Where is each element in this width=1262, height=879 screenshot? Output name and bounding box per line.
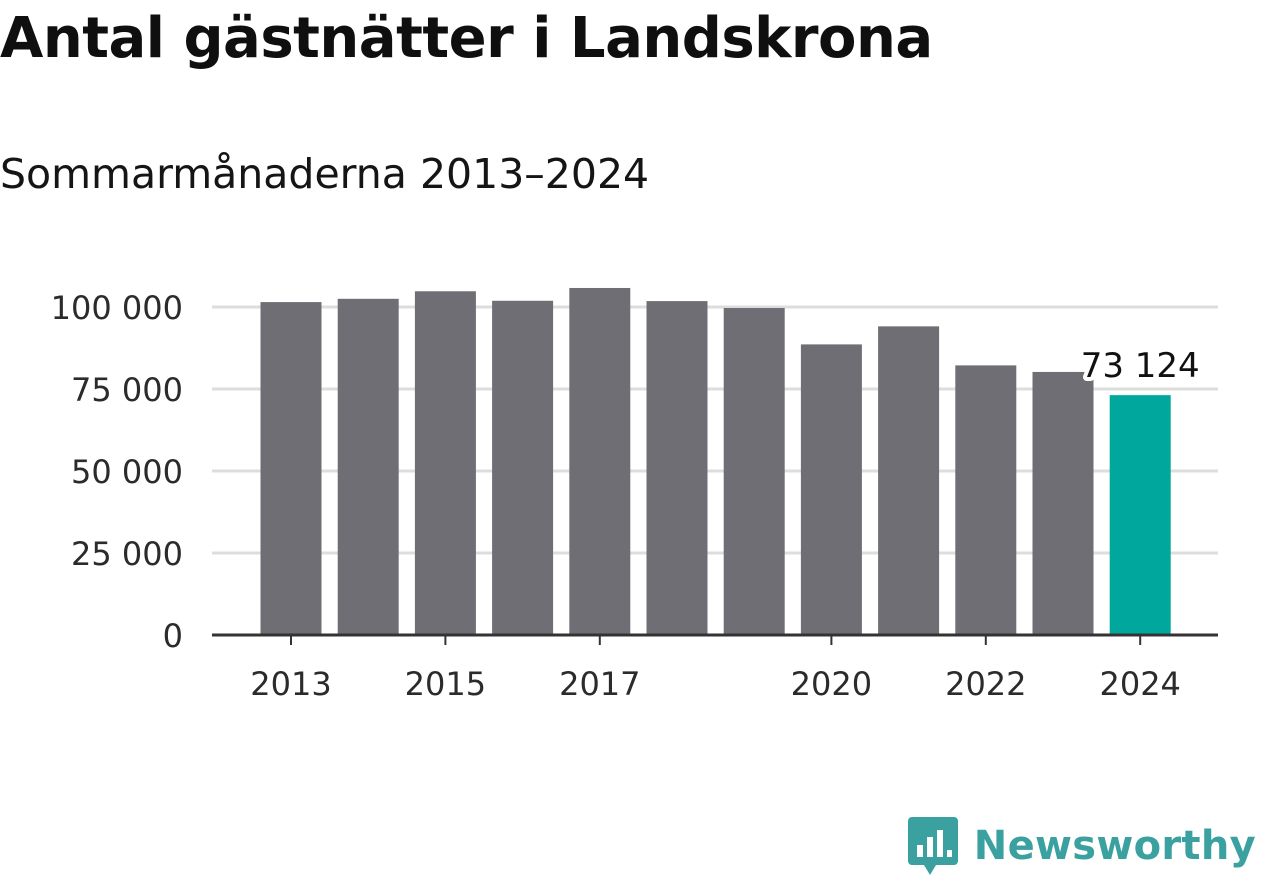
y-tick-label: 0	[163, 617, 183, 655]
bar-2018	[646, 301, 708, 635]
chart-title: Antal gästnätter i Landskrona	[0, 6, 933, 71]
y-tick-label: 100 000	[51, 289, 183, 327]
x-tick-label: 2020	[791, 665, 872, 703]
bar-2015	[414, 291, 476, 635]
y-tick-label: 50 000	[71, 453, 183, 491]
bar-chart-pin-icon	[907, 817, 958, 875]
chart-subtitle: Sommarmånaderna 2013–2024	[0, 150, 650, 198]
data-label-halo: 73 124	[1081, 346, 1200, 386]
x-tick-label: 2013	[250, 665, 331, 703]
bar-2019	[723, 307, 785, 635]
data-label: 73 124	[1081, 346, 1200, 386]
bar-2022	[955, 365, 1017, 635]
bar-2014	[337, 298, 399, 635]
bar-2023	[1032, 371, 1094, 635]
y-tick-label: 75 000	[71, 371, 183, 409]
newsworthy-logo: Newsworthy	[907, 817, 1256, 875]
x-tick-label: 2022	[945, 665, 1026, 703]
x-tick-label: 2015	[405, 665, 486, 703]
bar-2024	[1109, 395, 1171, 635]
logo-text: Newsworthy	[973, 823, 1256, 869]
x-tick-label: 2017	[559, 665, 640, 703]
bar-2013	[260, 302, 322, 635]
bar-2021	[878, 326, 940, 635]
bar-2020	[800, 344, 862, 635]
y-tick-label: 25 000	[71, 535, 183, 573]
bar-2016	[492, 300, 554, 635]
bar-2017	[569, 287, 631, 635]
x-tick-label: 2024	[1099, 665, 1180, 703]
bar-chart: 0 25 000 50 000 75 000 100 000 2013 2015 2017 20…	[51, 287, 1218, 703]
